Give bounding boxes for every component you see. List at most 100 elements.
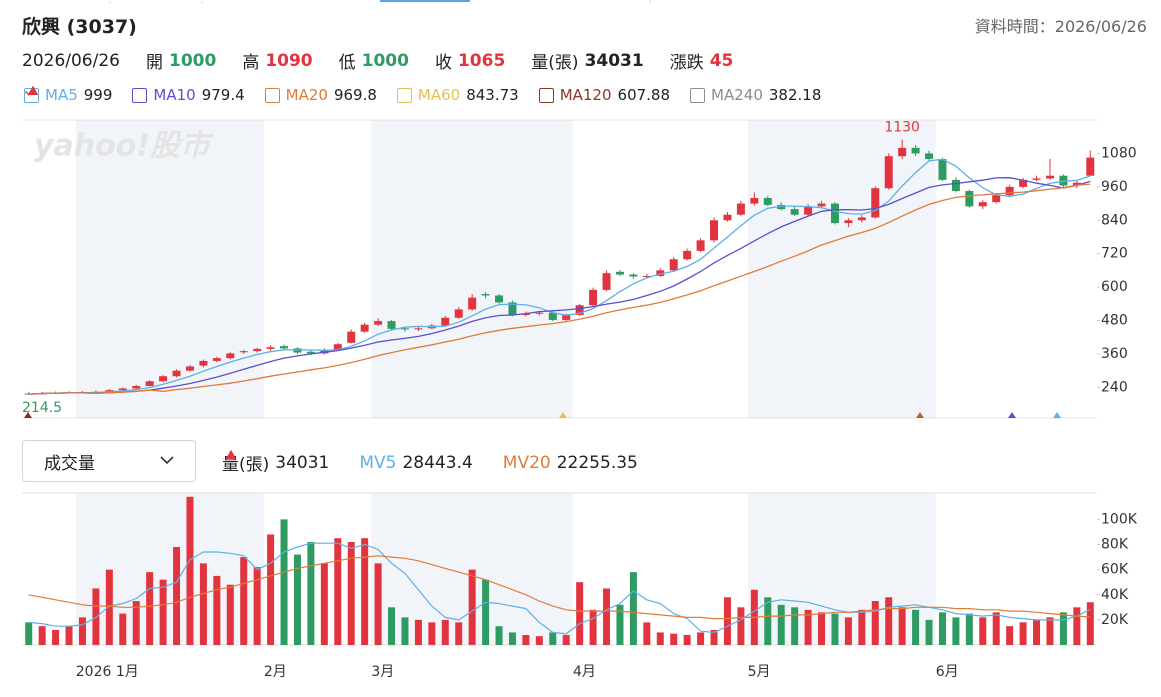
candle-body <box>226 353 235 359</box>
volume-bar <box>253 567 261 645</box>
low-value: 1000 <box>361 50 409 71</box>
volume-bar <box>159 579 167 645</box>
volume-bar <box>965 613 973 645</box>
volume-bar <box>374 563 382 645</box>
watermark: yahoo!股市 <box>34 129 215 164</box>
candle-body <box>132 385 141 389</box>
candle-body <box>468 297 477 310</box>
y-tick-label: 60K <box>1101 562 1129 578</box>
candle-body <box>266 347 275 349</box>
candle-body <box>521 313 530 315</box>
x-tick-label: 5月 <box>748 664 771 680</box>
x-tick-label: 6月 <box>936 664 959 680</box>
candle-body <box>992 195 1001 203</box>
candle-body <box>965 191 974 207</box>
chevron-icon <box>160 456 174 465</box>
signal-marker <box>559 412 567 418</box>
volume-bar <box>562 634 570 645</box>
volume-bar <box>38 626 46 645</box>
volume-bar <box>938 612 946 645</box>
legend-value: 382.18 <box>768 86 822 104</box>
legend-checkbox[interactable] <box>24 87 280 103</box>
volume-bar <box>535 636 543 645</box>
candle-body <box>1072 182 1081 186</box>
candle-body <box>763 197 772 205</box>
volume-bar <box>468 569 476 645</box>
y-tick-label: 40K <box>1101 587 1129 603</box>
volume-bar <box>858 609 866 645</box>
mv5-label: MV5 <box>359 452 397 473</box>
candle-body <box>925 153 934 159</box>
legend-checkbox[interactable] <box>396 87 412 103</box>
legend-name: MA120 <box>559 86 612 104</box>
volume-bar <box>199 563 207 645</box>
month-band <box>747 493 936 645</box>
candle-body <box>360 324 369 332</box>
legend-value: 979.4 <box>201 86 245 104</box>
ma-line <box>28 177 1091 395</box>
y-tick-label: 100K <box>1101 511 1138 527</box>
volume-bar <box>1059 612 1067 645</box>
volume-bar <box>710 629 718 645</box>
y-tick-label: 80K <box>1101 537 1129 553</box>
indicator-select[interactable]: 成交量 <box>22 440 196 482</box>
volume-bar <box>1006 626 1014 645</box>
change-value: 45 <box>709 50 734 71</box>
legend-checkbox[interactable] <box>24 87 148 103</box>
volume-bar <box>213 575 221 645</box>
y-tick-label: 840 <box>1101 212 1128 228</box>
volume-bar <box>697 632 705 645</box>
up-arrow <box>226 450 236 459</box>
volume-bar <box>388 607 396 645</box>
y-tick-label: 480 <box>1101 313 1128 329</box>
volume-bar <box>280 519 288 645</box>
close-value: 1065 <box>457 50 506 71</box>
x-tick-label: 3月 <box>371 664 394 680</box>
volume-bar <box>495 626 503 645</box>
candle-body <box>898 147 907 157</box>
close-label: 收 <box>434 53 452 73</box>
signal-marker <box>24 412 32 418</box>
candle-body <box>602 273 611 290</box>
up-arrow-shape <box>28 86 38 95</box>
quote-date: 2026/06/26 <box>22 50 120 71</box>
candle-body <box>844 220 853 224</box>
open-value: 1000 <box>168 50 217 71</box>
ma-line <box>28 158 1091 395</box>
volume-legend: 量(張) 34031 MV5 28443.4 MV20 22255.35 <box>222 450 638 475</box>
candle-body <box>387 321 396 329</box>
candle-body <box>374 321 383 325</box>
legend-checkbox[interactable] <box>690 87 706 103</box>
candle-body <box>951 179 960 192</box>
legend-value: 843.73 <box>466 86 519 104</box>
y-tick-label: 720 <box>1101 246 1128 262</box>
candle-body <box>830 203 839 224</box>
x-tick-label: 2026 1月 <box>76 664 139 680</box>
mv20-value: 22255.35 <box>556 452 638 473</box>
data-time: 資料時間：2026/06/26 <box>974 17 1147 36</box>
volume-bar <box>979 617 987 645</box>
legend-name: MA5 <box>45 86 78 104</box>
x-tick-label: 2月 <box>264 664 287 680</box>
high-label: 高 <box>242 53 260 73</box>
candle-body <box>199 360 208 366</box>
candle-body <box>535 312 544 314</box>
volume-bar <box>119 613 127 645</box>
candle-body <box>777 204 786 210</box>
candle-body <box>333 344 342 350</box>
volume-bar <box>912 609 920 645</box>
legend-item: MA5 999 <box>24 86 112 104</box>
up-arrow <box>28 86 38 95</box>
candle-body <box>978 202 987 207</box>
legend-item: MA240 382.18 <box>28 86 822 104</box>
volume-bar <box>455 622 463 645</box>
legend-name: MA10 <box>153 86 196 104</box>
month-band <box>747 120 936 418</box>
candle-body <box>656 270 665 276</box>
legend-checkbox[interactable] <box>538 87 554 103</box>
volume-bar <box>723 597 731 645</box>
candle-body <box>400 328 409 330</box>
y-tick-label: 600 <box>1101 279 1128 295</box>
volume-bar <box>616 604 624 645</box>
